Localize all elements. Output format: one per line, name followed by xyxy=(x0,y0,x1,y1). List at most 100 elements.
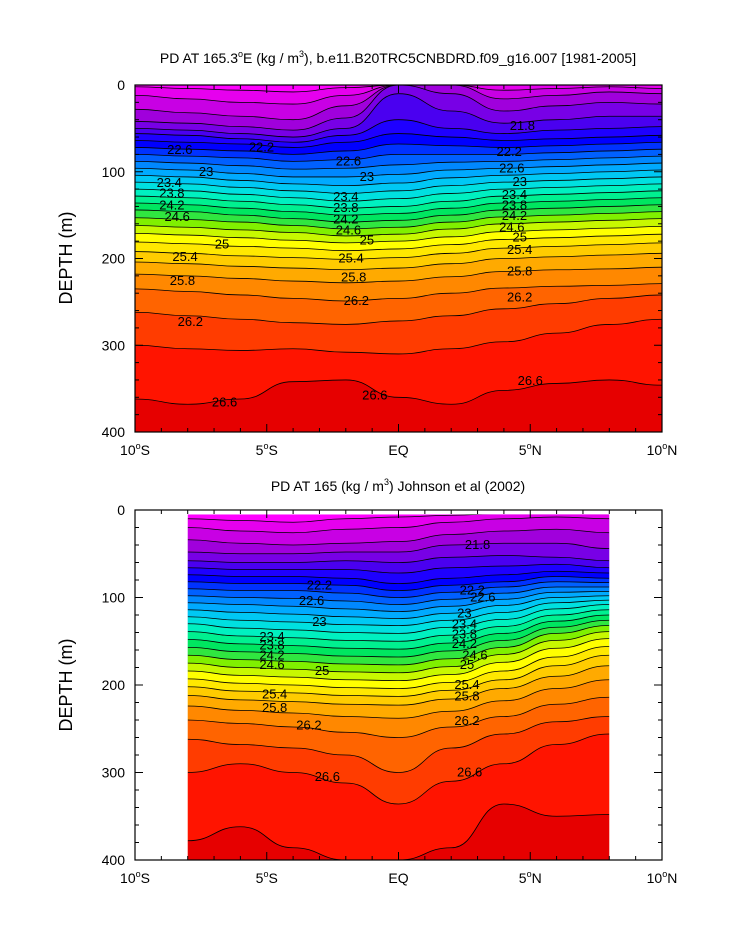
y-tick-label: 100 xyxy=(102,164,126,180)
isopycnal-line xyxy=(135,93,662,138)
no-data-area xyxy=(609,510,662,860)
contour-label: 22.2 xyxy=(307,577,332,592)
x-tick-label: 10oN xyxy=(647,869,678,886)
isopycnal-line xyxy=(187,654,610,697)
contour-label: 25.4 xyxy=(454,677,479,692)
contour-label: 23.8 xyxy=(259,638,284,653)
contour-label: 25 xyxy=(460,657,474,672)
contour-label: 21.8 xyxy=(465,537,490,552)
contour-label: 24.6 xyxy=(499,219,524,234)
contour-label: 25.8 xyxy=(341,270,366,285)
isopycnal-line xyxy=(187,516,610,534)
isopycnal-line xyxy=(135,218,662,237)
isopycnal-line xyxy=(135,211,662,230)
isopycnal-line xyxy=(187,555,610,563)
isopycnal-line xyxy=(187,733,610,805)
y-tick-label: 100 xyxy=(102,590,126,606)
contour-label: 25.4 xyxy=(338,251,363,266)
contour-label: 25 xyxy=(360,232,374,247)
contour-label: 22.6 xyxy=(299,593,324,608)
y-tick-label: 200 xyxy=(102,677,126,693)
panel-bottom-axes: 10oS 5oS EQ 5oN 10oN 0 100 200 300 400 xyxy=(102,502,678,886)
isopycnal-line xyxy=(135,294,662,325)
contour-label: 24.2 xyxy=(259,647,284,662)
isopycnal-line xyxy=(135,133,662,148)
contour-label: 23 xyxy=(199,164,213,179)
contour-label: 23 xyxy=(312,614,326,629)
contour-label: 23 xyxy=(457,605,471,620)
isopycnal-line xyxy=(187,638,610,682)
contour-label: 25.8 xyxy=(170,273,195,288)
y-tick-label: 400 xyxy=(102,424,126,440)
contour-label: 24.2 xyxy=(502,208,527,223)
isopycnal-line xyxy=(135,233,662,252)
isopycnal-line xyxy=(187,625,610,666)
contour-label: 26.6 xyxy=(212,395,237,410)
contour-label: 23.8 xyxy=(502,198,527,213)
contour-label: 26.2 xyxy=(344,293,369,308)
density-band xyxy=(187,804,610,860)
isopycnal-line xyxy=(187,599,610,626)
contour-label: 22.2 xyxy=(460,583,485,598)
isopycnal-line xyxy=(187,570,610,584)
contour-label: 22.6 xyxy=(499,160,524,175)
contour-label: 22.6 xyxy=(336,153,361,168)
isopycnal-line xyxy=(187,679,610,719)
no-data-area xyxy=(135,510,188,860)
contour-label: 22.2 xyxy=(249,139,274,154)
isopycnal-line xyxy=(135,197,662,216)
isopycnal-line xyxy=(187,609,610,642)
x-tick-label: 10oN xyxy=(647,441,678,458)
y-tick-label: 0 xyxy=(117,502,125,518)
isopycnal-line xyxy=(135,190,662,209)
contour-label: 23.4 xyxy=(157,175,182,190)
isopycnal-line xyxy=(187,528,610,546)
contour-label: 26.6 xyxy=(315,769,340,784)
isopycnal-line xyxy=(187,614,610,650)
isopycnal-line xyxy=(135,266,662,284)
isopycnal-line xyxy=(187,665,610,706)
contour-label: 24.2 xyxy=(452,636,477,651)
y-tick-label: 300 xyxy=(102,337,126,353)
contour-label: 25.4 xyxy=(172,249,197,264)
isopycnal-line xyxy=(135,226,662,244)
contour-label: 23.8 xyxy=(333,200,358,215)
x-tick-label: 10oS xyxy=(120,441,150,458)
isopycnal-line xyxy=(187,646,610,689)
contour-label: 23.4 xyxy=(333,189,358,204)
panel-bottom-ylabel: DEPTH (m) xyxy=(56,639,76,732)
isopycnal-line xyxy=(187,604,610,634)
contour-label: 25.8 xyxy=(454,688,479,703)
isopycnal-line xyxy=(135,242,662,260)
contour-label: 26.6 xyxy=(518,373,543,388)
contour-label: 25.4 xyxy=(507,242,532,257)
panel-bottom-title: PD AT 165 (kg / m3) Johnson et al (2002) xyxy=(271,477,525,494)
contour-label: 22.6 xyxy=(470,590,495,605)
contour-label: 26.6 xyxy=(362,388,387,403)
isopycnal-line xyxy=(135,183,662,202)
isopycnal-line xyxy=(187,586,610,605)
x-tick-label: EQ xyxy=(388,442,408,458)
contour-label: 25 xyxy=(315,663,329,678)
isopycnal-line xyxy=(135,85,662,105)
panel-bottom: PD AT 165 (kg / m3) Johnson et al (2002)… xyxy=(56,477,677,886)
contour-label: 26.2 xyxy=(178,314,203,329)
contour-label: 21.8 xyxy=(510,118,535,133)
isopycnal-line xyxy=(135,119,662,143)
contour-label: 25.8 xyxy=(507,264,532,279)
x-tick-label: 5oN xyxy=(519,441,542,458)
isopycnal-line xyxy=(135,283,662,302)
isopycnal-line xyxy=(187,563,610,574)
contour-label: 22.2 xyxy=(497,144,522,159)
contour-label: 25.8 xyxy=(262,700,287,715)
isopycnal-line xyxy=(135,148,662,162)
panel-bottom-plot xyxy=(135,510,662,860)
panel-top: PD AT 165.3oE (kg / m3), b.e11.B20TRC5CN… xyxy=(56,49,677,458)
y-tick-label: 300 xyxy=(102,765,126,781)
contour-label: 25.4 xyxy=(262,687,287,702)
density-band xyxy=(135,379,662,432)
contour-label: 23.8 xyxy=(159,185,184,200)
panel-top-plot xyxy=(135,85,662,432)
